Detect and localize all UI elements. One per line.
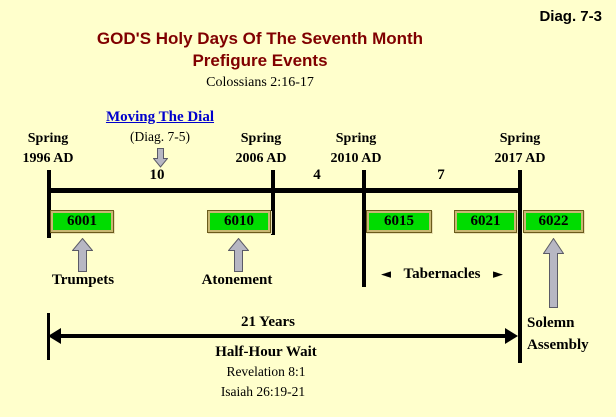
year-box-6010: 6010: [207, 210, 271, 233]
interval-10-years: 10: [149, 167, 165, 183]
timeline-bar: [48, 188, 521, 193]
right-arrow-icon: ►: [492, 267, 503, 282]
span-arrowhead-left-icon: [48, 328, 61, 344]
page-title: GOD'S Holy Days Of The Seventh Month Pre…: [0, 28, 520, 72]
date-2006-year: 2006 AD: [235, 151, 287, 166]
left-arrow-icon: ◄: [381, 267, 391, 282]
tick-2017: [518, 170, 522, 363]
date-1996-season: Spring: [27, 131, 69, 146]
span-arrowhead-right-icon: [505, 328, 518, 344]
solemn-assembly-line2: Assembly: [527, 337, 589, 353]
solemn-assembly-line1: Solemn: [527, 315, 575, 331]
down-arrow-icon: [153, 148, 168, 168]
span-arrow-line: [58, 334, 510, 338]
date-2006: Spring 2006 AD: [216, 129, 306, 169]
atonement-label: Atonement: [201, 272, 273, 288]
tick-2010: [362, 170, 366, 287]
date-2010-year: 2010 AD: [330, 151, 382, 166]
reference-isaiah: Isaiah 26:19-21: [220, 384, 306, 399]
tick-1996: [47, 170, 51, 238]
date-1996-year: 1996 AD: [22, 151, 74, 166]
reference-revelation: Revelation 8:1: [226, 364, 306, 379]
scripture-subtitle: Colossians 2:16-17: [206, 75, 314, 90]
up-arrow-solemn-assembly-icon: [543, 238, 564, 308]
date-2010-season: Spring: [335, 131, 377, 146]
date-2017-year: 2017 AD: [494, 151, 546, 166]
trumpets-label: Trumpets: [51, 272, 115, 288]
year-box-6001: 6001: [50, 210, 114, 233]
moving-the-dial-sublabel: (Diag. 7-5): [130, 129, 190, 144]
date-1996: Spring 1996 AD: [3, 129, 93, 169]
interval-7-years: 7: [437, 167, 445, 183]
span-years-label: 21 Years: [240, 314, 296, 330]
tick-2006: [271, 170, 275, 235]
tabernacles-label: Tabernacles: [403, 266, 481, 282]
page-title-line1: GOD'S Holy Days Of The Seventh Month: [96, 29, 424, 48]
up-arrow-trumpets-icon: [72, 238, 93, 272]
year-box-6022: 6022: [523, 210, 584, 233]
date-2017-season: Spring: [499, 131, 541, 146]
diagram-number-label: Diag. 7-3: [539, 8, 602, 25]
year-box-6021: 6021: [454, 210, 517, 233]
date-2017: Spring 2017 AD: [475, 129, 565, 169]
up-arrow-atonement-icon: [228, 238, 249, 272]
page-title-line2: Prefigure Events: [192, 51, 328, 70]
date-2006-season: Spring: [240, 131, 282, 146]
tabernacles-label-group: ◄ Tabernacles ►: [381, 266, 503, 283]
solemn-assembly-label: Solemn Assembly: [527, 312, 613, 356]
date-2010: Spring 2010 AD: [311, 129, 401, 169]
interval-4-years: 4: [313, 167, 321, 183]
moving-the-dial-link[interactable]: Moving The Dial: [105, 109, 215, 125]
year-box-6015: 6015: [366, 210, 432, 233]
half-hour-wait-label: Half-Hour Wait: [215, 344, 317, 360]
